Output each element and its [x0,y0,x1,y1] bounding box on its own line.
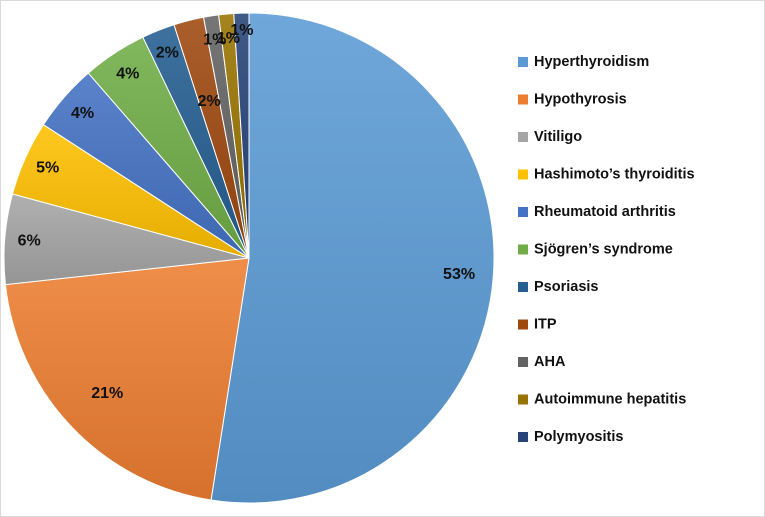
legend: Hyperthyroidism Hypothyrosis Vitiligo Hashi… [518,54,695,445]
legend-swatch-polymyositis [518,432,528,442]
legend-label-rheumatoid-arthritis: Rheumatoid arthritis [534,204,676,220]
legend-label-hypothyrosis: Hypothyrosis [534,92,627,108]
legend-swatch-psoriasis [518,282,528,292]
legend-swatch-rheumatoid-arthritis [518,207,528,217]
legend-swatch-vitiligo [518,132,528,142]
legend-swatch-autoimmune-hepatitis [518,394,528,405]
legend-label-aha: AHA [534,354,566,370]
legend-label-hashimoto-s-thyroiditis: Hashimoto’s thyroiditis [534,167,695,183]
slice-label-rheumatoid-arthritis: 4% [71,105,94,122]
legend-swatch-itp [518,319,528,330]
legend-label-hyperthyroidism: Hyperthyroidism [534,54,649,70]
legend-label-sj-gren-s-syndrome: Sjögren’s syndrome [534,242,673,258]
legend-label-polymyositis: Polymyositis [534,429,623,445]
slice-labels: 53% 21% 6% 5% 4% 4% 2% 2% 1%1%1% [18,22,475,402]
pie-slice-polymyositis [233,12,250,259]
slice-label-aha: 1% [203,32,226,49]
slice-label-vitiligo: 6% [18,232,41,249]
legend-swatch-sj-gren-s-syndrome [518,244,528,255]
legend-label-psoriasis: Psoriasis [534,279,599,295]
pie-slice-hypothyrosis [4,257,250,501]
slice-label-psoriasis: 2% [156,45,179,62]
pie-slice-hyperthyroidism [210,12,495,504]
pie-slices [3,12,495,504]
slice-label-sj-gren-s-syndrome: 4% [116,65,139,82]
slice-label-hypothyrosis: 21% [91,385,123,402]
legend-swatch-hyperthyroidism [518,57,528,67]
slice-label-hyperthyroidism: 53% [443,266,475,283]
legend-label-itp: ITP [534,317,557,333]
slice-label-hashimoto-s-thyroiditis: 5% [36,160,59,177]
slice-label-itp: 2% [198,93,221,110]
slice-label-polymyositis: 1% [230,22,253,39]
legend-swatch-aha [518,357,528,367]
legend-swatch-hashimoto-s-thyroiditis [518,169,528,180]
legend-swatch-hypothyrosis [518,94,528,105]
slice-label-autoimmune-hepatitis: 1% [217,30,240,47]
legend-label-vitiligo: Vitiligo [534,129,582,145]
legend-label-autoimmune-hepatitis: Autoimmune hepatitis [534,392,686,408]
